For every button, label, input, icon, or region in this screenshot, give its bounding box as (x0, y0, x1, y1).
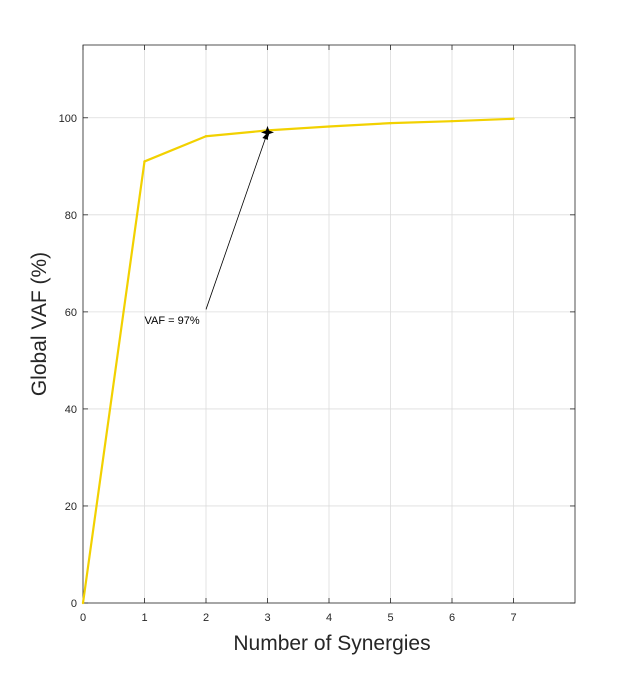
axis-ticks: 0 1 2 3 4 5 6 7 0 20 40 60 80 100 (59, 45, 575, 624)
data-point (143, 160, 146, 163)
series-line-0 (81, 117, 514, 604)
x-tick-label: 3 (264, 612, 270, 624)
data-point (327, 125, 331, 128)
x-tick-label: 7 (510, 612, 516, 624)
x-tick-label: 6 (449, 612, 455, 624)
x-tick-label: 4 (326, 612, 332, 624)
x-axis-label: Number of Synergies (233, 632, 430, 655)
data-point (389, 121, 392, 125)
data-point (512, 117, 515, 120)
x-tick-label: 0 (80, 612, 86, 624)
annotations-layer: VAF = 97% (145, 125, 274, 327)
x-tick-label: 1 (141, 612, 147, 624)
y-axis-label: Global VAF (%) (28, 252, 51, 396)
y-tick-label: 40 (65, 404, 77, 416)
annotation-arrow (205, 132, 268, 310)
annotation-label: VAF = 97% (145, 315, 200, 327)
annotation-star-marker (261, 125, 274, 139)
data-point (450, 119, 454, 123)
y-tick-label: 60 (65, 307, 77, 319)
y-tick-label: 100 (59, 113, 77, 125)
x-tick-label: 2 (203, 612, 209, 624)
y-tick-label: 20 (65, 501, 77, 513)
data-point (81, 601, 85, 605)
data-point (204, 135, 208, 138)
y-tick-label: 0 (71, 598, 77, 610)
x-tick-label: 5 (387, 612, 393, 624)
y-tick-label: 80 (65, 210, 77, 222)
